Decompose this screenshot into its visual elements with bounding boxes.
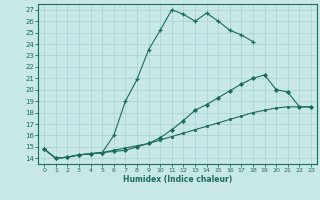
X-axis label: Humidex (Indice chaleur): Humidex (Indice chaleur) xyxy=(123,175,232,184)
